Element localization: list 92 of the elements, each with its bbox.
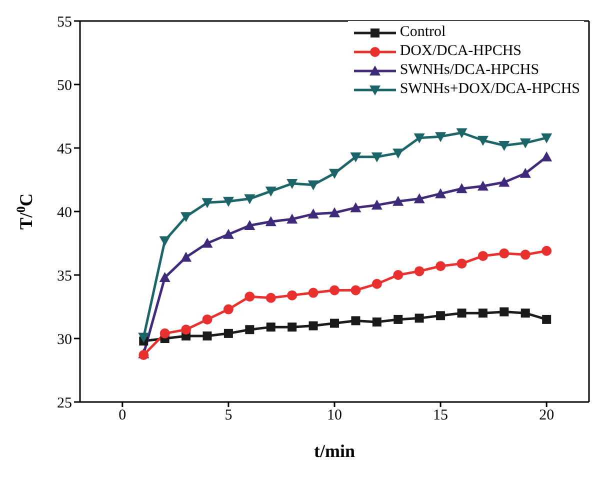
point <box>499 248 510 258</box>
point <box>372 278 382 289</box>
x-tick-label: 10 <box>327 408 342 424</box>
point <box>160 328 170 338</box>
point <box>245 325 254 334</box>
point <box>520 138 531 148</box>
point <box>477 180 488 191</box>
point <box>435 188 446 198</box>
point <box>244 194 256 204</box>
point <box>286 214 298 224</box>
point <box>541 151 552 162</box>
point <box>351 316 360 326</box>
y-tick-label: 40 <box>57 204 72 221</box>
x-tick-label: 0 <box>118 408 126 424</box>
point <box>498 176 510 187</box>
point <box>288 322 297 332</box>
point <box>520 308 530 318</box>
y-tick-label: 30 <box>57 332 72 348</box>
point <box>350 152 362 162</box>
point <box>224 328 233 338</box>
point <box>202 314 212 324</box>
point <box>393 270 404 280</box>
point <box>244 292 255 302</box>
legend-label: DOX/DCA-HPCHS <box>400 43 522 60</box>
point <box>286 179 298 190</box>
point <box>308 180 319 190</box>
point <box>498 140 510 151</box>
point <box>181 324 192 335</box>
point <box>541 133 552 144</box>
point <box>244 220 256 230</box>
point <box>394 314 403 324</box>
point <box>478 250 488 261</box>
point <box>202 331 212 340</box>
point <box>371 152 382 162</box>
point <box>330 285 340 296</box>
y-tick-label: 25 <box>57 395 72 412</box>
y-tick-label: 55 <box>57 14 72 30</box>
point <box>308 208 319 219</box>
point <box>542 314 552 324</box>
point <box>414 314 424 323</box>
point <box>500 307 509 316</box>
legend-label: SWNHs+DOX/DCA-HPCHS <box>400 81 580 98</box>
point <box>180 252 192 262</box>
y-tick-label: 50 <box>57 78 72 94</box>
point <box>477 136 488 146</box>
point <box>265 216 276 226</box>
point <box>456 183 468 194</box>
point <box>371 200 382 210</box>
point <box>329 207 340 218</box>
point <box>265 186 276 197</box>
point <box>392 196 404 206</box>
point <box>266 322 276 332</box>
point <box>308 321 318 330</box>
point <box>222 196 234 207</box>
y-tick-label: 35 <box>57 268 72 284</box>
legend-label: SWNHs/DCA-HPCHS <box>400 62 540 79</box>
point <box>435 132 446 142</box>
point <box>330 318 339 328</box>
legend-label: Control <box>400 24 446 41</box>
point <box>266 292 276 303</box>
point <box>372 317 382 326</box>
point <box>222 228 234 239</box>
point <box>223 304 234 314</box>
point <box>478 308 488 318</box>
point <box>202 198 213 208</box>
point <box>287 290 298 300</box>
point <box>159 272 170 282</box>
point <box>350 285 361 296</box>
x-tick-label: 20 <box>539 408 554 424</box>
point <box>414 266 424 276</box>
point <box>138 332 150 343</box>
point <box>520 168 531 178</box>
y-tick-label: 45 <box>57 141 72 158</box>
x-axis-title: t/min <box>314 441 356 461</box>
point <box>350 202 362 212</box>
point <box>542 246 552 256</box>
point <box>180 212 192 222</box>
point <box>436 261 446 272</box>
point <box>456 128 468 138</box>
point <box>436 311 446 320</box>
point <box>392 148 404 159</box>
point <box>329 168 340 179</box>
point <box>457 308 466 318</box>
point <box>202 238 213 248</box>
point <box>456 258 467 269</box>
x-tick-label: 15 <box>433 408 448 424</box>
point <box>520 250 530 260</box>
point <box>159 236 170 246</box>
x-tick-label: 5 <box>224 408 232 424</box>
point <box>414 133 425 144</box>
point <box>414 193 425 204</box>
point <box>308 288 318 298</box>
